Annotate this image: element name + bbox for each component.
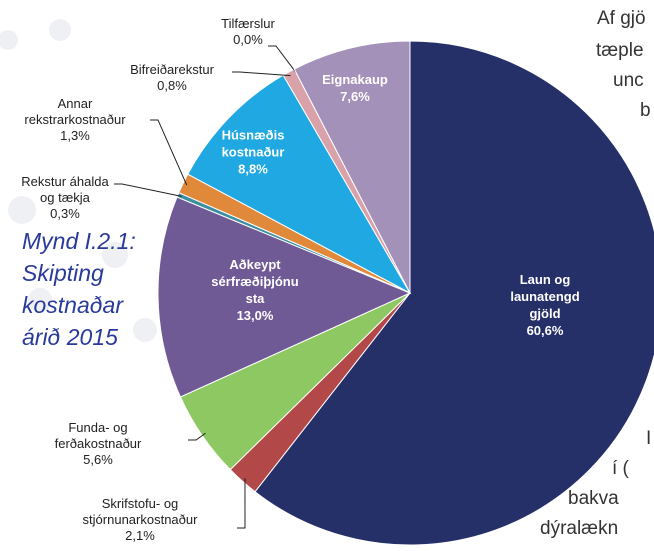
value-label: 5,6% [83, 452, 113, 467]
value-label: 0,0% [233, 32, 263, 47]
slice-label: Tilfærslur 0,0% [221, 16, 275, 48]
category-label: Funda- og ferðakostnaður [54, 420, 142, 451]
value-label: 2,1% [125, 528, 155, 543]
leader-line [114, 183, 182, 197]
decor-dot [28, 288, 52, 312]
background-text: b [640, 100, 651, 121]
slice-label: Annar rekstrarkostnaður 1,3% [24, 96, 125, 144]
category-label: Annar rekstrarkostnaður [24, 96, 126, 127]
slice-label: Húsnæðis kostnaður 8,8% [222, 127, 285, 178]
background-text: dýralækn [540, 518, 619, 539]
category-label: Tilfærslur [221, 16, 275, 31]
decor-dot [49, 19, 71, 41]
caption: Mynd I.2.1: [22, 228, 136, 254]
value-label: 8,8% [238, 161, 268, 177]
value-label: 60,6% [526, 323, 564, 338]
background-text: í ( [612, 458, 629, 479]
category-label: Húsnæðis kostnaður [221, 127, 285, 160]
background-text: unc [613, 70, 644, 91]
value-label: 1,3% [60, 128, 90, 143]
category-label: Laun og launatengd gjöld [510, 272, 580, 321]
value-label: 13,0% [236, 308, 274, 323]
caption: Skipting [22, 260, 104, 286]
category-label: Rekstur áhalda og tækja [21, 174, 109, 205]
category-label: Skrifstofu- og stjórnunarkostnaður [82, 496, 198, 527]
background-text: I [646, 428, 652, 449]
background-text: tæple [596, 40, 644, 61]
slice-label: Laun og launatengd gjöld 60,6% [510, 271, 579, 339]
decor-dot [133, 318, 157, 342]
decor-dot [0, 30, 18, 50]
leader-line [237, 478, 246, 529]
value-label: 0,3% [50, 206, 80, 221]
pie-slice [157, 196, 412, 398]
decor-dot [102, 242, 128, 268]
value-label: 7,6% [340, 89, 370, 104]
category-label: Eignakaup [322, 72, 388, 87]
slice-label: Skrifstofu- og stjórnunarkostnaður 2,1% [83, 496, 198, 544]
pie-slice [293, 40, 411, 294]
caption: kostnaðar [22, 292, 124, 318]
background-text: Af gjö [597, 8, 646, 29]
slice-label: Eignakaup 7,6% [322, 71, 388, 105]
leader-line [268, 45, 297, 73]
leader-line [188, 432, 206, 441]
category-label: Aðkeypt sérfræðiþjónu sta [211, 257, 299, 306]
slice-label: Rekstur áhalda og tækja 0,3% [21, 174, 108, 222]
background-text: bakva [568, 488, 619, 509]
pie-slice [187, 74, 412, 295]
slice-label: Aðkeypt sérfræðiþjónu sta 13,0% [211, 256, 298, 324]
slice-label: Funda- og ferðakostnaður 5,6% [55, 420, 142, 468]
value-label: 0,8% [157, 78, 187, 93]
leader-line [232, 71, 291, 77]
pie-slice [254, 40, 654, 546]
caption: árið 2015 [22, 324, 118, 350]
decor-dot [8, 196, 36, 224]
category-label: Bifreiðarekstur [130, 62, 214, 77]
leader-line [150, 119, 188, 186]
slice-label: Bifreiðarekstur 0,8% [130, 62, 214, 94]
